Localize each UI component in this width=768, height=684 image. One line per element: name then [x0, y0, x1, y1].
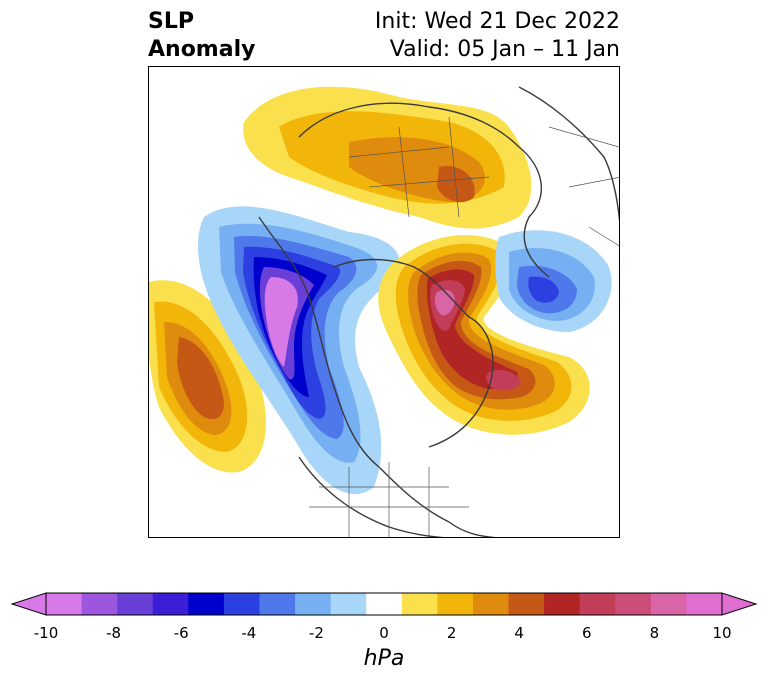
colorbar: [10, 592, 758, 616]
colorbar-tick-label: 2: [446, 624, 457, 642]
colorbar-tick-label: -6: [173, 624, 189, 642]
colorbar-bin: [472, 593, 510, 615]
colorbar-bin: [223, 593, 260, 615]
north-pacific-positive-anomaly: [149, 280, 266, 473]
colorbar-tick-label: 0: [379, 624, 389, 642]
colorbar-bin: [366, 593, 403, 615]
colorbar-tick-label: -10: [33, 624, 59, 642]
colorbar-bin: [650, 593, 687, 615]
colorbar-extend-min: [10, 592, 47, 616]
colorbar-bin: [330, 593, 367, 615]
title-line-1: SLP: [148, 9, 194, 34]
country-borders: [309, 116, 619, 537]
colorbar-bin: [259, 593, 296, 615]
colorbar-extend-max: [721, 592, 758, 616]
colorbar-tick-label: 4: [514, 624, 524, 642]
colorbar-units: hPa: [363, 646, 405, 671]
colorbar-tick-label: 6: [582, 624, 592, 642]
europe-negative-anomaly: [495, 230, 612, 332]
eurasia-positive-anomaly: [243, 86, 532, 229]
colorbar-tick-label: -2: [308, 624, 324, 642]
north-atlantic-greenland-positive-anomaly: [378, 235, 590, 435]
valid-range: Valid: 05 Jan – 11 Jan: [389, 37, 620, 62]
colorbar-bin: [152, 593, 189, 615]
colorbar-tick-label: -8: [106, 624, 122, 642]
map-title: SLP Anomaly: [148, 8, 255, 64]
colorbar-bin: [615, 593, 652, 615]
colorbar-bin: [401, 593, 438, 615]
colorbar-bin: [544, 593, 581, 615]
colorbar-bin: [295, 593, 332, 615]
colorbar-bin: [686, 593, 723, 615]
colorbar-bin: [508, 593, 545, 615]
colorbar-tick-label: -4: [241, 624, 257, 642]
colorbar-bin: [437, 593, 474, 615]
colorbar-bin: [46, 593, 83, 615]
colorbar-bin: [579, 593, 616, 615]
colorbar-tick-label: 8: [649, 624, 660, 642]
western-north-america-negative-anomaly: [197, 206, 400, 495]
colorbar-tick-label: 10: [712, 624, 732, 642]
init-date: Init: Wed 21 Dec 2022: [374, 9, 620, 34]
colorbar-bin: [81, 593, 118, 615]
forecast-dates: Init: Wed 21 Dec 2022 Valid: 05 Jan – 11…: [375, 8, 620, 64]
map-svg: [149, 86, 619, 537]
anomaly-map: [148, 66, 620, 538]
colorbar-bin: [117, 593, 154, 615]
colorbar-border: [45, 592, 723, 616]
title-line-2: Anomaly: [148, 37, 256, 62]
colorbar-bin: [188, 593, 225, 615]
